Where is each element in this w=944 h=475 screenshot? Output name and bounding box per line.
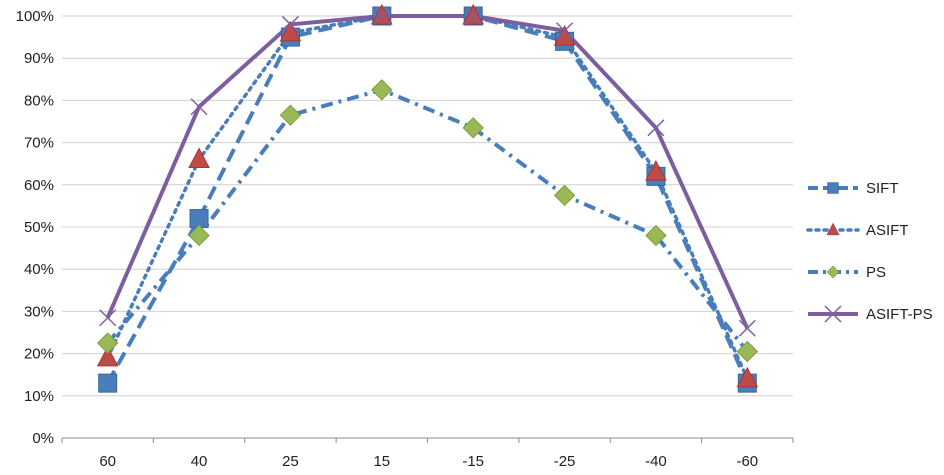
- y-tick-label: 80%: [24, 92, 54, 109]
- x-tick-label: 60: [99, 453, 116, 470]
- legend-marker: [826, 222, 840, 236]
- marker-stroke: [190, 98, 208, 116]
- legend-item-asift-ps: ASIFT-PS: [808, 305, 933, 323]
- x-tick-label: 15: [373, 453, 390, 470]
- legend: SIFT ASIFT PS ASIFT-PS: [806, 180, 933, 323]
- marker-stroke: [464, 7, 482, 25]
- data-point-asift-ps: [99, 309, 117, 327]
- y-tick-label: 20%: [24, 346, 54, 363]
- marker-stroke: [373, 7, 391, 25]
- series-line-sift: [105, 14, 750, 385]
- data-point-asift-ps: [738, 319, 756, 337]
- data-point-asift: [188, 147, 210, 168]
- data-point-asift: [370, 3, 393, 25]
- data-point-ps: [371, 79, 393, 101]
- marker-stroke: [281, 15, 299, 33]
- x-tick-label: 25: [282, 453, 299, 470]
- legend-marker: [826, 265, 840, 279]
- data-point-ps: [462, 117, 484, 139]
- data-point-ps: [645, 224, 667, 247]
- series-markers: [96, 3, 759, 393]
- series-lines: [105, 14, 750, 385]
- data-point-ps: [736, 340, 759, 363]
- marker-stroke: [738, 319, 756, 337]
- y-tick-label: 30%: [24, 303, 54, 320]
- data-point-ps: [279, 104, 302, 126]
- y-tick-label: 40%: [24, 261, 54, 278]
- legend-marker: [827, 182, 839, 194]
- y-tick-label: 50%: [24, 219, 54, 236]
- series-line-ps: [106, 87, 749, 353]
- data-point-ps: [188, 224, 210, 247]
- series-line-asift: [105, 14, 750, 381]
- legend-item-asift: ASIFT: [806, 222, 909, 239]
- marker-stroke: [99, 309, 117, 327]
- legend-label: ASIFT: [866, 222, 909, 239]
- data-point-asift-ps: [556, 22, 574, 40]
- x-tick-label: -40: [645, 453, 667, 470]
- legend-label: PS: [866, 264, 886, 281]
- x-tick-label: -25: [554, 453, 576, 470]
- x-tick-label: -15: [462, 453, 484, 470]
- data-point-ps: [553, 184, 576, 207]
- data-point-asift-ps: [281, 15, 299, 33]
- axes: 0% 10% 20% 30% 40% 50% 60% 70% 80% 90% 100% 60 40 25 1…: [16, 8, 794, 470]
- data-point-asift: [645, 160, 667, 181]
- data-point-asift: [96, 345, 119, 367]
- marker-stroke: [556, 22, 574, 40]
- y-tick-label: 90%: [24, 50, 54, 67]
- series-line-asift-ps: [105, 14, 750, 330]
- y-tick-label: 70%: [24, 135, 54, 152]
- data-point-asift: [736, 366, 759, 388]
- legend-item-sift: SIFT: [808, 180, 899, 197]
- data-point-asift-ps: [190, 98, 208, 116]
- legend-marker: [824, 305, 842, 323]
- data-point-ps: [96, 332, 119, 354]
- legend-label: ASIFT-PS: [866, 306, 933, 323]
- data-point-asift-ps: [373, 7, 391, 25]
- gridlines: [62, 15, 793, 397]
- y-tick-label: 10%: [24, 388, 54, 405]
- x-tick-label: -60: [736, 453, 758, 470]
- data-point-asift: [279, 20, 302, 42]
- data-point-asift: [462, 3, 485, 25]
- legend-item-ps: PS: [808, 264, 886, 281]
- y-tick-label: 100%: [16, 8, 54, 25]
- x-tick-label: 40: [191, 453, 208, 470]
- data-point-sift: [98, 373, 118, 393]
- data-point-asift-ps: [647, 119, 665, 137]
- y-tick-label: 0%: [32, 430, 54, 447]
- data-point-asift-ps: [464, 7, 482, 25]
- legend-label: SIFT: [866, 180, 899, 197]
- marker-stroke: [824, 305, 842, 323]
- marker-stroke: [647, 119, 665, 137]
- y-tick-label: 60%: [24, 177, 54, 194]
